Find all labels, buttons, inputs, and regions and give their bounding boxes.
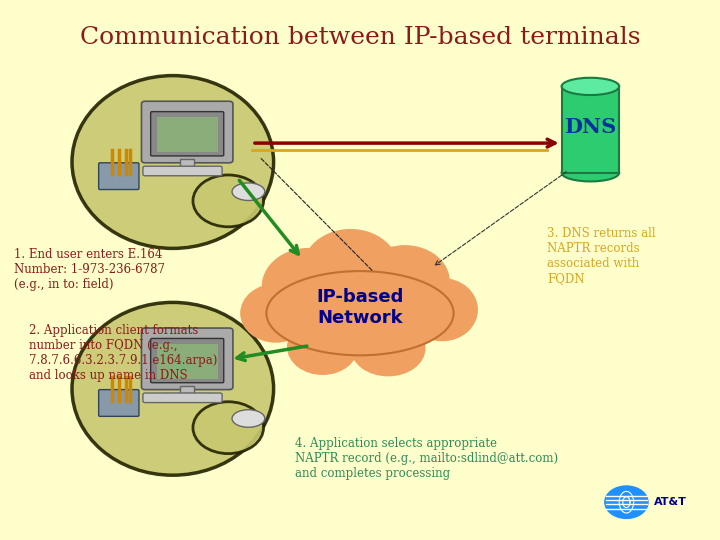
FancyBboxPatch shape [163, 167, 212, 174]
Ellipse shape [302, 229, 400, 310]
Ellipse shape [232, 183, 265, 200]
FancyBboxPatch shape [143, 393, 222, 402]
FancyBboxPatch shape [150, 112, 224, 156]
Text: Communication between IP-based terminals: Communication between IP-based terminals [80, 26, 640, 49]
Ellipse shape [232, 410, 265, 427]
FancyBboxPatch shape [163, 394, 212, 401]
FancyBboxPatch shape [99, 390, 139, 416]
FancyBboxPatch shape [150, 339, 224, 383]
Text: IP-based
Network: IP-based Network [316, 288, 404, 327]
Ellipse shape [240, 284, 311, 343]
FancyBboxPatch shape [143, 166, 222, 176]
Ellipse shape [287, 319, 358, 375]
FancyBboxPatch shape [562, 86, 619, 173]
FancyBboxPatch shape [142, 102, 233, 163]
Text: 4. Application selects appropriate
NAPTR record (e.g., mailto:sdlind@att.com)
an: 4. Application selects appropriate NAPTR… [295, 437, 558, 481]
Ellipse shape [193, 402, 264, 454]
FancyBboxPatch shape [157, 344, 217, 379]
Text: 2. Application client formats
number into FQDN (e.g.,
7.8.7.6.6.3.2.3.7.9.1.e164: 2. Application client formats number int… [29, 324, 217, 382]
Ellipse shape [72, 76, 274, 248]
Text: 1. End user enters E.164
Number: 1-973-236-6787
(e.g., in to: field): 1. End user enters E.164 Number: 1-973-2… [14, 248, 166, 292]
FancyBboxPatch shape [180, 159, 194, 169]
FancyBboxPatch shape [99, 163, 139, 190]
Text: DNS: DNS [564, 117, 616, 137]
FancyBboxPatch shape [142, 328, 233, 390]
Ellipse shape [266, 271, 454, 355]
Ellipse shape [262, 248, 356, 325]
FancyBboxPatch shape [157, 117, 217, 152]
Ellipse shape [407, 278, 478, 341]
Text: AT&T: AT&T [654, 497, 687, 507]
Text: 3. DNS returns all
NAPTR records
associated with
FQDN: 3. DNS returns all NAPTR records associa… [547, 227, 656, 285]
Ellipse shape [193, 175, 264, 227]
FancyBboxPatch shape [180, 386, 194, 396]
Ellipse shape [562, 78, 619, 95]
Ellipse shape [562, 164, 619, 181]
Circle shape [605, 486, 648, 518]
Ellipse shape [360, 245, 450, 318]
Ellipse shape [72, 302, 274, 475]
Ellipse shape [351, 320, 426, 376]
